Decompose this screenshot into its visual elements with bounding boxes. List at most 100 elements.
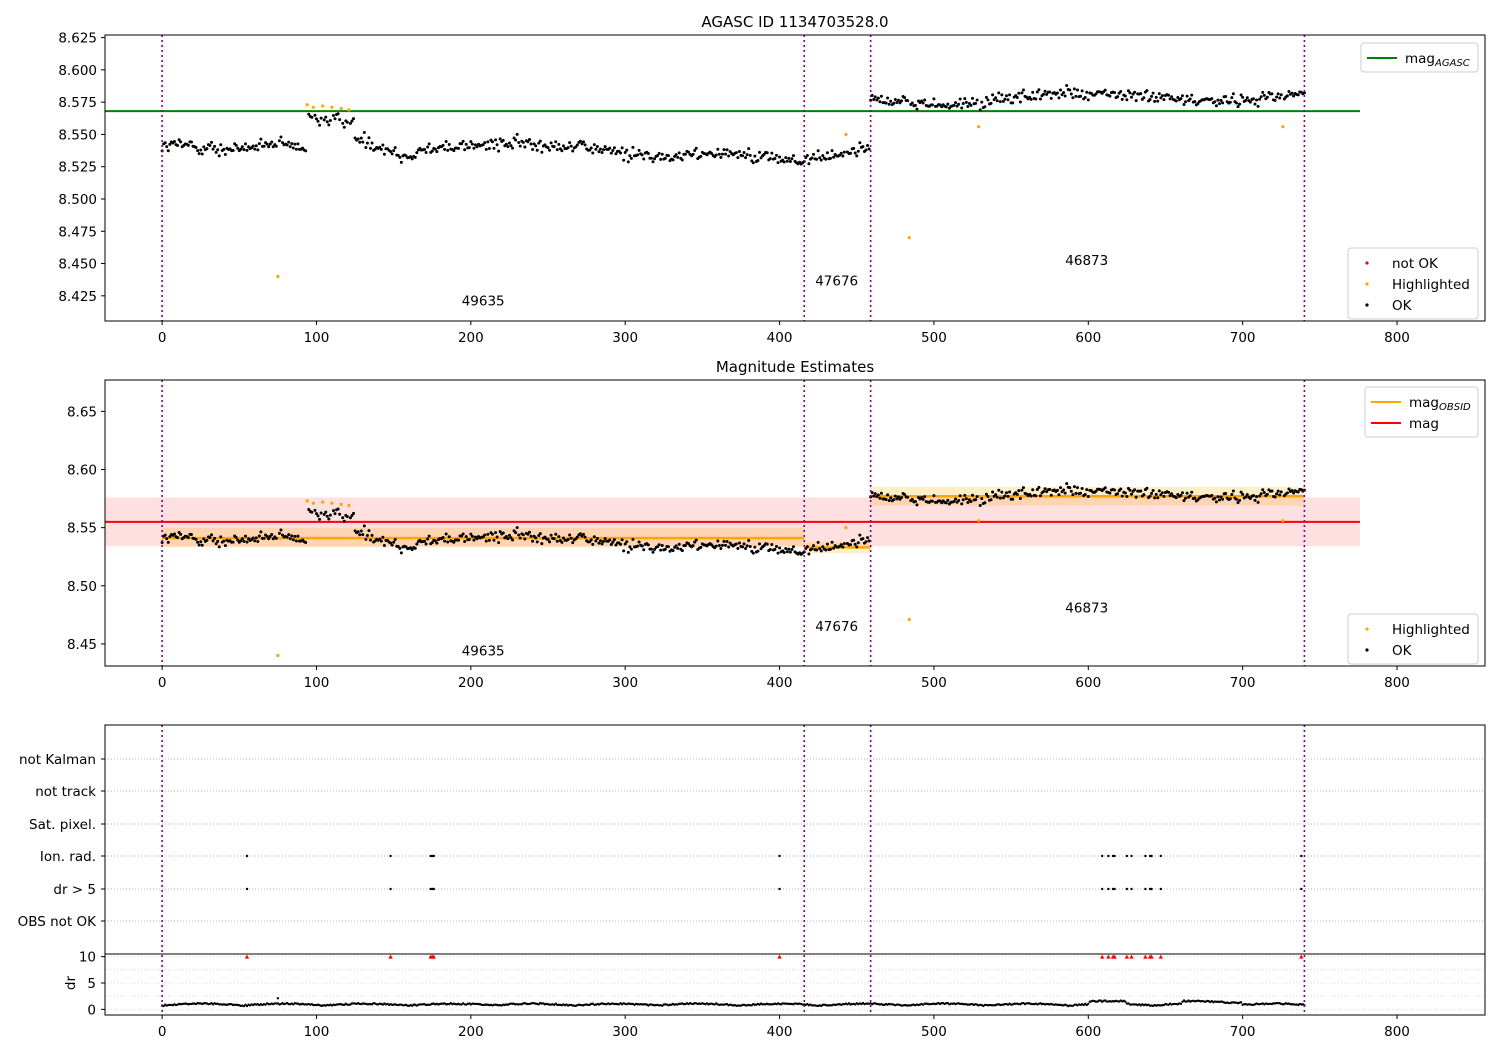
- data-point-ok: [365, 141, 369, 145]
- data-point-ok: [873, 492, 877, 496]
- data-point-ok: [1261, 488, 1265, 492]
- data-point-ok: [361, 533, 365, 537]
- data-point-ok: [1075, 486, 1079, 490]
- flag-point: [1125, 887, 1129, 891]
- data-point-ok: [886, 96, 890, 100]
- data-point-ok: [369, 538, 373, 542]
- x-tick-label: 600: [1075, 675, 1101, 691]
- data-point-ok: [1049, 96, 1053, 100]
- data-point-ok: [456, 538, 460, 542]
- dr-tick-label: 10: [79, 950, 96, 966]
- data-point-ok: [915, 107, 919, 111]
- data-point-ok: [745, 544, 749, 548]
- data-point-ok: [900, 99, 904, 103]
- data-point-ok: [515, 132, 519, 136]
- data-point-ok: [1068, 88, 1072, 92]
- data-point-ok: [623, 151, 627, 155]
- data-point-ok: [597, 541, 601, 545]
- data-point-ok: [1145, 89, 1149, 93]
- data-point-ok: [889, 99, 893, 103]
- data-point-ok: [409, 155, 413, 159]
- data-point-ok: [969, 500, 973, 504]
- data-point-ok: [1123, 94, 1127, 98]
- data-point-ok: [889, 496, 893, 500]
- dr-point: [1179, 1002, 1183, 1006]
- data-point-ok: [523, 537, 527, 541]
- data-point-ok: [316, 514, 320, 518]
- data-point-ok: [819, 158, 823, 162]
- data-point-ok: [222, 147, 226, 151]
- data-point-ok: [509, 144, 513, 148]
- data-point-ok: [954, 497, 958, 501]
- data-point-ok: [475, 145, 479, 149]
- data-point-ok: [234, 143, 238, 147]
- data-point-ok: [1063, 94, 1067, 98]
- data-point-ok: [997, 488, 1001, 492]
- data-point-ok: [693, 540, 697, 544]
- data-point-ok: [527, 137, 531, 141]
- data-point-ok: [548, 540, 552, 544]
- data-point-ok: [1048, 90, 1052, 94]
- data-point-ok: [1193, 496, 1197, 500]
- data-point-ok: [379, 147, 383, 151]
- data-point-highlighted: [305, 103, 309, 107]
- data-point-ok: [974, 101, 978, 105]
- data-point-ok: [348, 121, 352, 125]
- data-point-ok: [671, 158, 675, 162]
- data-point-ok: [714, 544, 718, 548]
- x-tick-label: 300: [612, 675, 638, 691]
- data-point-ok: [787, 156, 791, 160]
- data-point-ok: [446, 148, 450, 152]
- data-point-ok: [279, 135, 283, 139]
- data-point-ok: [1133, 90, 1137, 94]
- data-point-ok: [791, 545, 795, 549]
- x-tick-label: 700: [1230, 675, 1256, 691]
- data-point-ok: [1253, 498, 1257, 502]
- data-point-highlighted: [1281, 125, 1285, 129]
- data-point-ok: [975, 98, 979, 102]
- data-point-ok: [546, 537, 550, 541]
- data-point-ok: [597, 150, 601, 154]
- data-point-ok: [223, 152, 227, 156]
- data-point-ok: [693, 149, 697, 153]
- flag-row-label: Sat. pixel.: [29, 817, 96, 833]
- data-point-ok: [222, 539, 226, 543]
- data-point-ok: [1216, 495, 1220, 499]
- data-point-ok: [998, 100, 1002, 104]
- x-tick-label: 800: [1384, 330, 1410, 346]
- y-tick-label: 8.500: [58, 192, 97, 208]
- data-point-ok: [259, 137, 263, 141]
- data-point-ok: [456, 146, 460, 150]
- data-point-ok: [389, 150, 393, 154]
- data-point-ok: [243, 534, 247, 538]
- data-point-ok: [1245, 96, 1249, 100]
- flag-point: [1150, 887, 1153, 891]
- data-point-ok: [1279, 93, 1283, 97]
- data-point-ok: [1174, 99, 1178, 103]
- data-point-ok: [554, 140, 558, 144]
- x-tick-label: 500: [921, 675, 947, 691]
- data-point-ok: [1150, 94, 1154, 98]
- data-point-ok: [923, 495, 927, 499]
- data-point-ok: [1048, 487, 1052, 491]
- data-point-ok: [1278, 493, 1282, 497]
- data-point-ok: [350, 514, 354, 518]
- data-point-ok: [356, 137, 360, 141]
- data-point-highlighted: [339, 106, 343, 111]
- data-point-ok: [200, 152, 204, 156]
- data-point-ok: [765, 151, 769, 155]
- dr-point: [1124, 1000, 1127, 1003]
- data-point-ok: [492, 538, 496, 542]
- data-point-ok: [727, 545, 731, 549]
- data-point-ok: [861, 537, 865, 541]
- data-point-ok: [1214, 500, 1218, 504]
- data-point-ok: [1001, 99, 1005, 103]
- data-point-ok: [578, 532, 582, 536]
- data-point-ok: [262, 536, 266, 540]
- data-point-ok: [381, 143, 385, 147]
- data-point-ok: [1193, 100, 1197, 104]
- data-point-ok: [637, 148, 641, 152]
- data-point-ok: [858, 533, 862, 537]
- data-point-ok: [1079, 491, 1083, 495]
- data-point-ok: [398, 546, 402, 550]
